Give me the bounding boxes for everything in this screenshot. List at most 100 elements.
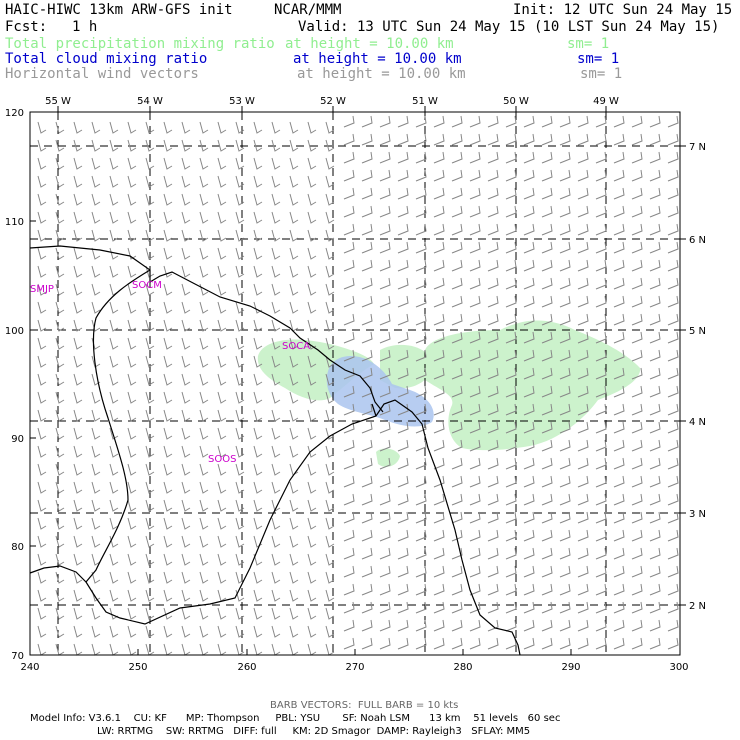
wind-barb bbox=[577, 565, 589, 578]
wind-barb bbox=[289, 427, 299, 440]
wind-barb bbox=[451, 295, 463, 308]
wind-barb bbox=[325, 463, 335, 476]
wind-barb bbox=[541, 205, 553, 218]
wind-barb bbox=[649, 385, 661, 398]
wind-barb bbox=[523, 475, 535, 488]
right-tick-marks bbox=[680, 145, 686, 606]
wind-barb bbox=[181, 121, 191, 134]
wind-barb bbox=[127, 463, 137, 476]
wind-barb bbox=[253, 211, 263, 224]
wind-barb bbox=[631, 547, 643, 560]
wind-barb bbox=[289, 265, 299, 278]
wind-barb bbox=[451, 475, 463, 488]
wind-barb bbox=[649, 475, 661, 488]
wind-barb bbox=[595, 115, 607, 128]
wind-barb bbox=[541, 277, 553, 290]
wind-barb bbox=[595, 331, 607, 344]
wind-barb bbox=[523, 637, 535, 650]
wind-barb bbox=[613, 187, 625, 200]
wind-barb bbox=[73, 319, 83, 332]
wind-barb bbox=[595, 313, 607, 326]
wind-barb bbox=[541, 529, 553, 542]
wind-barb bbox=[109, 319, 119, 332]
wind-barb bbox=[307, 427, 317, 440]
wind-barb bbox=[523, 187, 535, 200]
wind-barb bbox=[613, 295, 625, 308]
wind-barb bbox=[253, 427, 263, 440]
wind-barb bbox=[397, 511, 409, 524]
wind-barb bbox=[523, 241, 535, 254]
wind-barb bbox=[451, 205, 463, 218]
wind-barb bbox=[109, 211, 119, 224]
lat-label: 2 N bbox=[689, 601, 706, 612]
wind-barb bbox=[667, 547, 679, 560]
wind-barb bbox=[667, 457, 679, 470]
wind-barb bbox=[145, 409, 155, 422]
wind-barb bbox=[541, 295, 553, 308]
wind-barb bbox=[415, 115, 427, 128]
wind-barb bbox=[325, 409, 335, 422]
wind-barb bbox=[667, 565, 679, 578]
station-socm: SOCM bbox=[132, 280, 162, 291]
wind-barb bbox=[379, 151, 391, 164]
wind-barb bbox=[487, 277, 499, 290]
wind-barb bbox=[271, 553, 281, 566]
field-precip-name: Total precipitation mixing ratio bbox=[5, 36, 275, 52]
wind-barb bbox=[415, 583, 427, 596]
wind-barb bbox=[523, 619, 535, 632]
wind-barb bbox=[181, 319, 191, 332]
wind-barb bbox=[469, 457, 481, 470]
wind-barb bbox=[325, 319, 335, 332]
wind-barb bbox=[451, 583, 463, 596]
wind-barb bbox=[343, 349, 355, 362]
wind-barb bbox=[505, 205, 517, 218]
wind-barb bbox=[199, 157, 209, 170]
wind-barb bbox=[451, 511, 463, 524]
wind-barb bbox=[55, 463, 65, 476]
wind-barb bbox=[415, 565, 427, 578]
wind-barb bbox=[307, 517, 317, 530]
wind-barb bbox=[217, 571, 227, 584]
wind-barb bbox=[667, 475, 679, 488]
wind-barb bbox=[199, 355, 209, 368]
wind-barb bbox=[649, 151, 661, 164]
wind-barb bbox=[73, 445, 83, 458]
wind-barb bbox=[397, 529, 409, 542]
wind-barb bbox=[613, 421, 625, 434]
wind-barb bbox=[289, 157, 299, 170]
wind-barb bbox=[163, 445, 173, 458]
wind-barb bbox=[145, 139, 155, 152]
wind-barb bbox=[325, 427, 335, 440]
wind-barb bbox=[469, 277, 481, 290]
wind-barb bbox=[253, 499, 263, 512]
wind-barb bbox=[415, 547, 427, 560]
wind-barb bbox=[145, 175, 155, 188]
wind-barb bbox=[343, 241, 355, 254]
wind-barb bbox=[145, 121, 155, 134]
wind-barb bbox=[559, 367, 571, 380]
wind-barb bbox=[361, 493, 373, 506]
wind-barb bbox=[433, 457, 445, 470]
wind-barb bbox=[307, 643, 317, 656]
wind-barb bbox=[631, 205, 643, 218]
wind-barb bbox=[325, 301, 335, 314]
wind-barb bbox=[631, 619, 643, 632]
wind-barb bbox=[271, 427, 281, 440]
wind-barb bbox=[37, 265, 47, 278]
wind-barb bbox=[199, 175, 209, 188]
wind-barb bbox=[469, 169, 481, 182]
wind-barb bbox=[577, 367, 589, 380]
wind-barb bbox=[307, 193, 317, 206]
wind-barb bbox=[487, 151, 499, 164]
wind-barb bbox=[307, 481, 317, 494]
wind-barb bbox=[433, 331, 445, 344]
wind-barb bbox=[487, 295, 499, 308]
wind-barbs bbox=[37, 115, 679, 656]
wind-barb bbox=[145, 229, 155, 242]
wind-barb bbox=[433, 565, 445, 578]
wind-barb bbox=[109, 121, 119, 134]
wind-barb bbox=[595, 385, 607, 398]
wind-barb bbox=[343, 493, 355, 506]
wind-barb bbox=[469, 637, 481, 650]
